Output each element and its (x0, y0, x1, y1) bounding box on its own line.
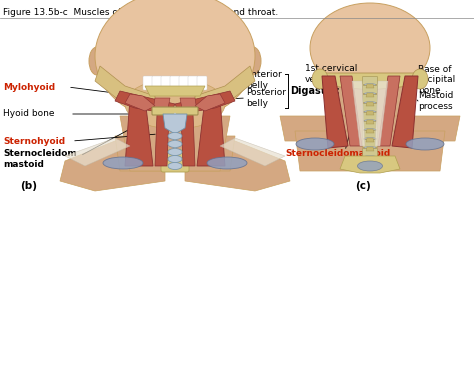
Polygon shape (115, 136, 235, 171)
Ellipse shape (168, 132, 182, 139)
Polygon shape (366, 111, 374, 115)
Polygon shape (125, 94, 155, 111)
FancyBboxPatch shape (363, 94, 377, 102)
Ellipse shape (364, 156, 376, 158)
FancyBboxPatch shape (363, 104, 377, 112)
Polygon shape (366, 138, 374, 142)
Polygon shape (295, 131, 445, 171)
Ellipse shape (168, 156, 182, 163)
Ellipse shape (364, 83, 376, 86)
Text: Digastric: Digastric (290, 86, 339, 96)
FancyBboxPatch shape (170, 76, 180, 90)
Text: Sternocleidom
mastoid: Sternocleidom mastoid (3, 149, 77, 169)
Text: (c): (c) (355, 181, 371, 191)
FancyBboxPatch shape (152, 107, 198, 115)
FancyBboxPatch shape (143, 76, 153, 90)
Polygon shape (120, 116, 230, 171)
Polygon shape (145, 86, 205, 96)
Text: Sternocleidomastoid: Sternocleidomastoid (285, 149, 390, 158)
Polygon shape (181, 114, 195, 166)
Ellipse shape (310, 3, 430, 93)
Text: Posterior
belly: Posterior belly (246, 88, 286, 108)
FancyBboxPatch shape (363, 122, 377, 130)
FancyBboxPatch shape (363, 157, 377, 165)
Polygon shape (366, 93, 374, 97)
Ellipse shape (364, 101, 376, 105)
Text: Anterior
belly: Anterior belly (246, 70, 283, 90)
Ellipse shape (364, 93, 376, 96)
FancyBboxPatch shape (152, 76, 162, 90)
Polygon shape (65, 138, 130, 166)
Text: Figure 13.5b-c  Muscles of the anterolateral neck and throat.: Figure 13.5b-c Muscles of the anterolate… (3, 8, 278, 17)
Polygon shape (366, 129, 374, 133)
Text: Base of
occipital
bone: Base of occipital bone (418, 65, 456, 95)
Polygon shape (378, 76, 400, 146)
Ellipse shape (296, 138, 334, 150)
Ellipse shape (168, 149, 182, 156)
Polygon shape (155, 114, 169, 166)
Ellipse shape (364, 146, 376, 149)
Polygon shape (340, 156, 400, 173)
Polygon shape (95, 66, 155, 106)
Polygon shape (195, 66, 255, 106)
Ellipse shape (125, 79, 225, 129)
Polygon shape (366, 102, 374, 106)
Ellipse shape (406, 138, 444, 150)
Text: Hyoid bone: Hyoid bone (3, 109, 55, 119)
Polygon shape (352, 81, 365, 146)
Polygon shape (330, 76, 410, 126)
Text: (b): (b) (20, 181, 37, 191)
Polygon shape (197, 98, 225, 166)
FancyBboxPatch shape (363, 76, 377, 85)
Polygon shape (340, 76, 362, 146)
Text: Sternohyoid: Sternohyoid (3, 137, 65, 146)
Polygon shape (392, 76, 418, 148)
Polygon shape (163, 114, 187, 134)
Ellipse shape (168, 163, 182, 169)
Text: 1st cervical
vertebra: 1st cervical vertebra (305, 64, 357, 84)
Polygon shape (325, 73, 415, 90)
FancyBboxPatch shape (161, 150, 189, 172)
Ellipse shape (364, 111, 376, 113)
Text: Mylohyoid: Mylohyoid (3, 82, 55, 92)
Ellipse shape (95, 0, 255, 121)
Polygon shape (115, 91, 175, 114)
Ellipse shape (207, 157, 247, 169)
Ellipse shape (89, 47, 105, 75)
Polygon shape (220, 138, 285, 166)
Polygon shape (366, 147, 374, 151)
Polygon shape (322, 76, 348, 148)
FancyBboxPatch shape (161, 76, 171, 90)
Ellipse shape (357, 161, 383, 171)
Ellipse shape (364, 138, 376, 141)
Text: Mastoid
process: Mastoid process (418, 91, 453, 111)
Ellipse shape (103, 157, 143, 169)
Ellipse shape (312, 69, 328, 89)
Ellipse shape (364, 120, 376, 123)
FancyBboxPatch shape (363, 149, 377, 157)
Polygon shape (180, 98, 197, 114)
FancyBboxPatch shape (363, 86, 377, 93)
FancyBboxPatch shape (197, 76, 207, 90)
Polygon shape (60, 141, 165, 191)
Polygon shape (195, 94, 225, 111)
FancyBboxPatch shape (363, 112, 377, 120)
Ellipse shape (364, 128, 376, 131)
Polygon shape (366, 120, 374, 124)
FancyBboxPatch shape (179, 76, 189, 90)
FancyBboxPatch shape (363, 139, 377, 147)
Ellipse shape (168, 141, 182, 147)
Polygon shape (366, 84, 374, 88)
Polygon shape (125, 98, 153, 166)
Ellipse shape (412, 69, 428, 89)
FancyBboxPatch shape (188, 76, 198, 90)
FancyBboxPatch shape (363, 131, 377, 138)
Polygon shape (280, 116, 460, 141)
Polygon shape (375, 81, 388, 146)
Ellipse shape (245, 47, 261, 75)
Polygon shape (153, 98, 170, 114)
Polygon shape (175, 91, 235, 114)
Polygon shape (185, 141, 290, 191)
